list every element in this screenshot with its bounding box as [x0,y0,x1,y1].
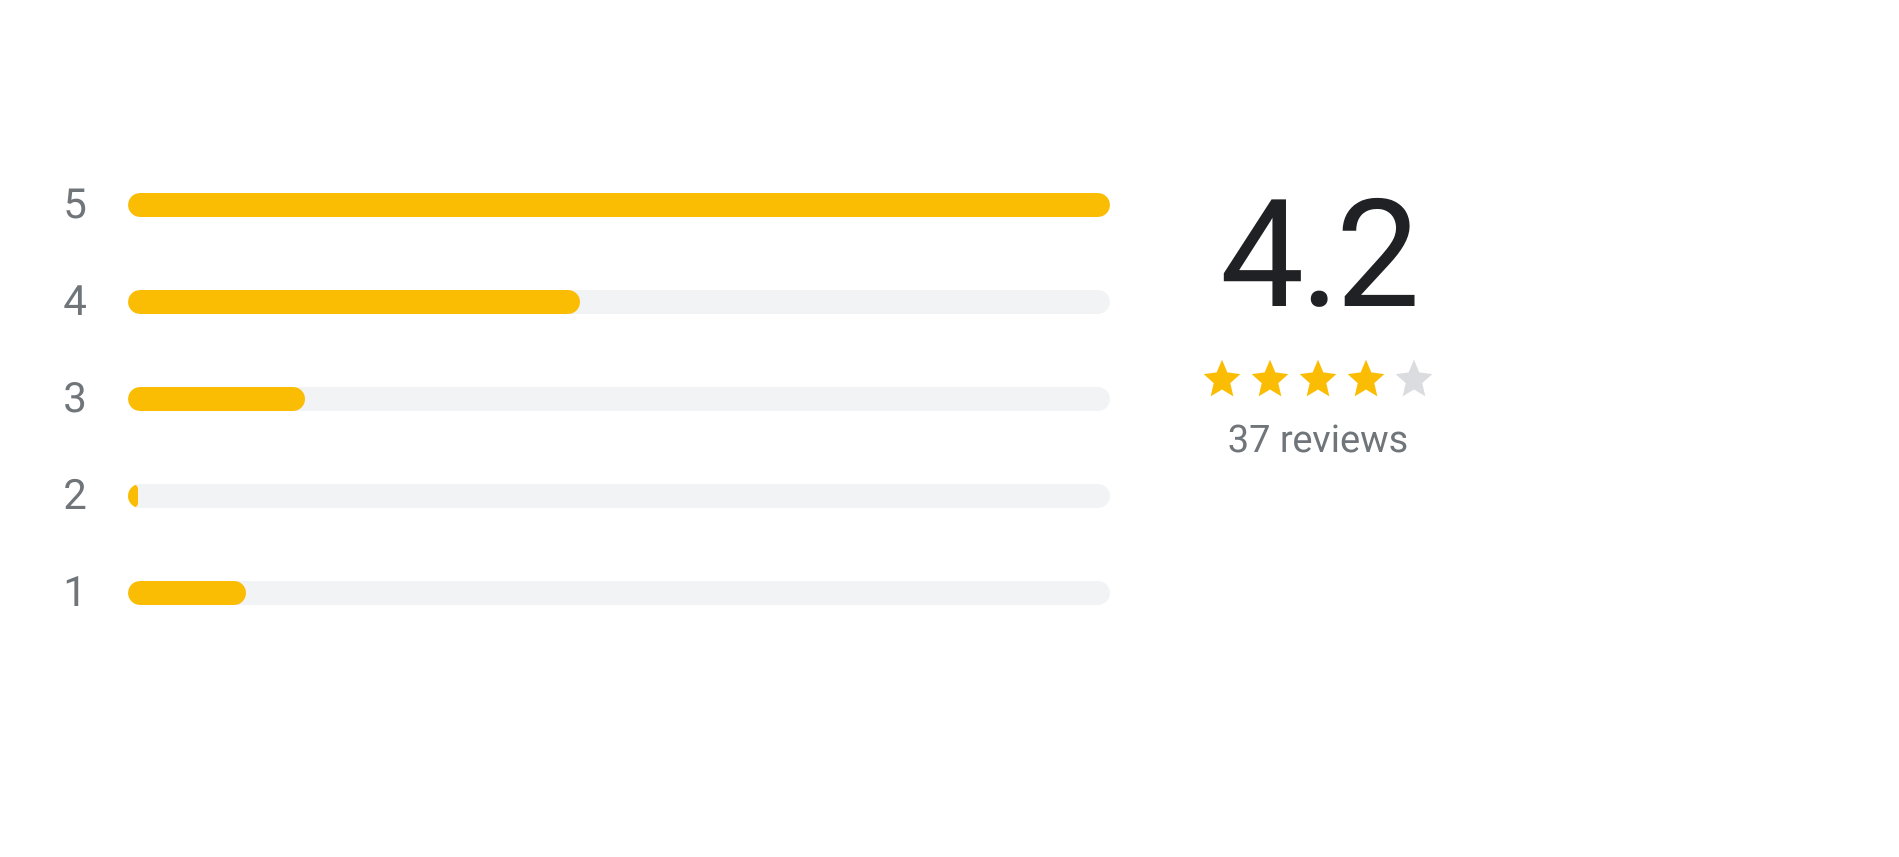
star-icon [1392,356,1436,400]
rating-stars [1200,356,1436,400]
star-icon [1344,356,1388,400]
rating-bar-row[interactable]: 5 [60,180,1110,229]
rating-bars-section: 5 4 3 2 1 [60,180,1110,665]
rating-bar-track [128,193,1110,217]
rating-bar-track [128,581,1110,605]
rating-bar-label: 1 [60,568,90,617]
rating-bar-fill [128,387,305,411]
rating-bar-fill [128,484,138,508]
rating-summary-section: 4.2 37 reviews [1170,180,1436,462]
rating-summary-widget: 5 4 3 2 1 [60,180,1839,665]
rating-bar-track [128,290,1110,314]
rating-bar-row[interactable]: 3 [60,374,1110,423]
rating-bar-label: 2 [60,471,90,520]
rating-bar-label: 4 [60,277,90,326]
star-icon [1296,356,1340,400]
rating-bar-fill [128,290,580,314]
reviews-count-link[interactable]: 37 reviews [1228,418,1409,462]
rating-bar-row[interactable]: 1 [60,568,1110,617]
rating-bar-row[interactable]: 4 [60,277,1110,326]
rating-bar-fill [128,193,1110,217]
rating-bar-label: 5 [60,180,90,229]
rating-bar-label: 3 [60,374,90,423]
rating-bar-track [128,484,1110,508]
rating-score: 4.2 [1220,180,1416,330]
star-icon [1248,356,1292,400]
rating-bar-track [128,387,1110,411]
rating-bar-fill [128,581,246,605]
star-icon [1200,356,1244,400]
rating-bar-row[interactable]: 2 [60,471,1110,520]
